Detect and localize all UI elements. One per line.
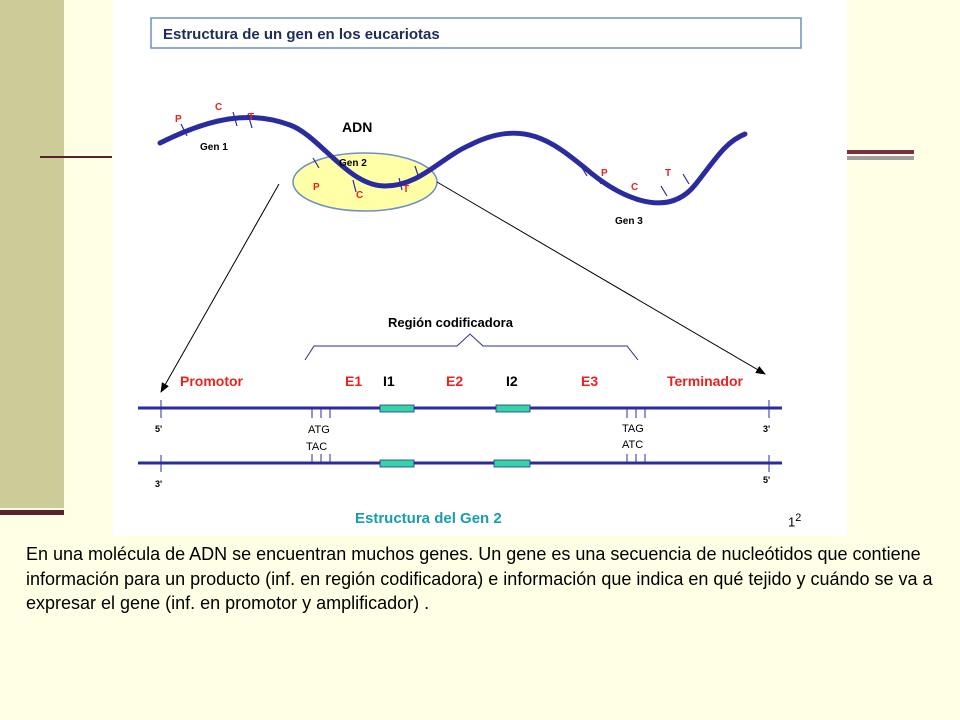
gen3-c-tick — [660, 185, 668, 197]
gen1-label: Gen 1 — [200, 142, 228, 153]
gen3-coding-label: C — [631, 182, 638, 193]
gen1-c-tick — [232, 111, 238, 127]
intron2-label: I2 — [506, 373, 518, 389]
left-accent-bar — [0, 0, 64, 508]
accent-underline — [0, 510, 64, 515]
gen1-p-tick — [180, 123, 188, 137]
gene-structure-figure: Estructura de un gen en los eucariotas A… — [113, 0, 847, 536]
gen2-label: Gen 2 — [339, 158, 367, 169]
gen3-p-tick — [580, 165, 588, 177]
strand-end-3-prime: 3' — [155, 479, 162, 489]
intron1-block-template — [379, 459, 415, 468]
gen3-terminator-label: T — [665, 168, 671, 179]
terminator-region-label: Terminador — [667, 373, 744, 389]
decorative-rule-right — [846, 150, 914, 154]
gen1-promoter-label: P — [175, 114, 182, 125]
figure-title: Estructura de un gen en los eucariotas — [163, 26, 440, 43]
coding-region-label: Región codificadora — [388, 315, 514, 330]
gen1-coding-label: C — [215, 102, 222, 113]
gen3-label: Gen 3 — [615, 216, 643, 227]
caption-paragraph: En una molécula de ADN se encuentran muc… — [26, 544, 933, 613]
intron1-block — [379, 404, 415, 413]
gen1-terminator-label: T — [248, 112, 254, 123]
zoom-arrow-right — [436, 181, 766, 375]
stop-anticodon-label: ATC — [622, 439, 643, 451]
exon1-label: E1 — [345, 373, 362, 389]
strand-end-5-prime: 5' — [155, 424, 162, 434]
slide-number-sup: 2 — [795, 512, 802, 524]
start-codon-label: ATG — [308, 424, 330, 436]
intron2-block — [495, 404, 531, 413]
gen2-t2-tick — [414, 165, 420, 179]
gen2-terminator-label: T — [403, 184, 409, 195]
title-box — [150, 17, 802, 49]
dna-label: ADN — [342, 119, 372, 135]
gen2-promoter-label: P — [313, 182, 320, 193]
dna-strand-wave — [157, 114, 748, 206]
stop-codon-label: TAG — [622, 423, 644, 435]
gen3-t-tick — [682, 173, 690, 185]
promoter-region-label: Promotor — [180, 373, 244, 389]
gen2-coding-label: C — [356, 190, 363, 201]
gen1-t-tick — [247, 113, 253, 129]
strand-end-5-prime: 5' — [763, 475, 770, 485]
gen2-c-tick — [352, 179, 357, 193]
exon2-label: E2 — [446, 373, 463, 389]
zoom-arrow-left — [160, 183, 280, 393]
gen3-promoter-label: P — [601, 168, 608, 179]
gen2-t-tick — [398, 177, 403, 191]
exon3-label: E3 — [581, 373, 598, 389]
gene-diagram: Estructura de un gen en los eucariotas A… — [138, 17, 802, 527]
start-anticodon-label: TAC — [306, 441, 327, 453]
slide-number: 12 — [788, 512, 801, 529]
intron1-label: I1 — [383, 373, 395, 389]
strand-end-3-prime: 3' — [763, 424, 770, 434]
coding-region-brace — [304, 333, 639, 361]
gen3-p2-tick — [594, 173, 602, 185]
decorative-rule-right-shadow — [846, 156, 914, 160]
intron2-block-template — [493, 459, 531, 468]
gen2-p-tick — [312, 157, 320, 169]
decorative-rule-left — [40, 156, 112, 158]
slide-number-base: 1 — [788, 514, 796, 530]
figure-subtitle: Estructura del Gen 2 — [355, 510, 502, 527]
